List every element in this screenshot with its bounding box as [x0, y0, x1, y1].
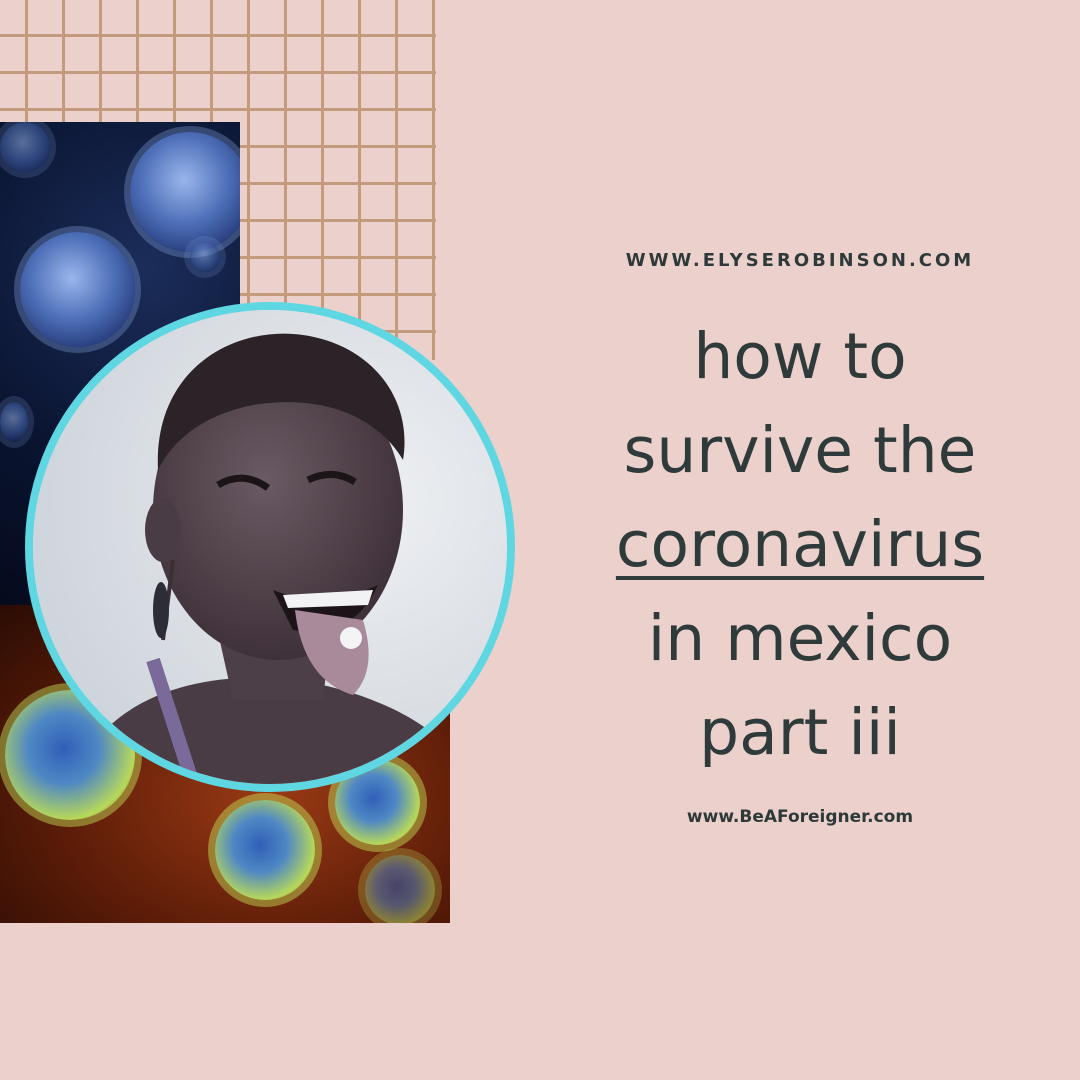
- headline-line-3: coronavirus: [615, 508, 985, 581]
- virus-particle: [215, 800, 315, 900]
- headline-line-2: survive the: [623, 414, 977, 487]
- virus-particle: [190, 242, 220, 272]
- virus-particle: [0, 122, 50, 172]
- virus-particle: [130, 132, 240, 252]
- site-url-bottom: www.BeAForeigner.com: [686, 807, 914, 827]
- headline-line-1: how to: [693, 320, 907, 393]
- headline-line-4: in mexico: [647, 602, 953, 675]
- portrait-photo: [25, 302, 515, 792]
- headline-line-5: part iii: [699, 696, 901, 769]
- site-url-top: WWW.ELYSEROBINSON.COM: [625, 250, 975, 271]
- virus-particle: [365, 855, 435, 923]
- virus-particle: [20, 232, 135, 347]
- virus-particle: [0, 402, 28, 442]
- portrait-illustration: [33, 310, 507, 784]
- headline: how to survive the coronavirus in mexico…: [560, 310, 1040, 780]
